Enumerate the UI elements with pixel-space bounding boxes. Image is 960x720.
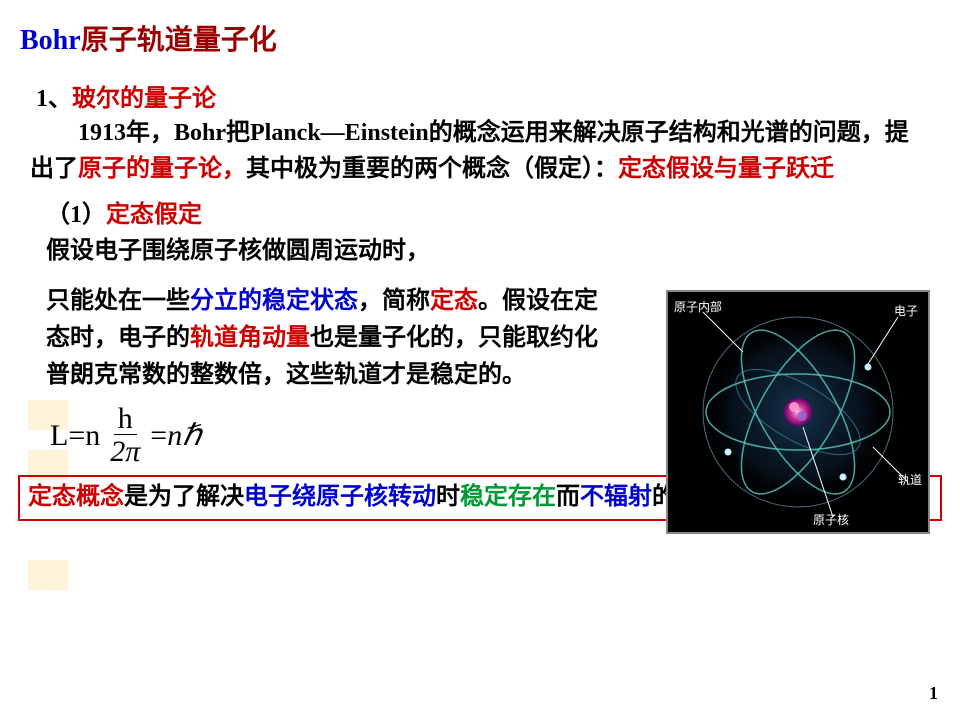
box-d: 时 bbox=[436, 484, 460, 510]
page-title: Bohr原子轨道量子化 bbox=[0, 0, 960, 58]
box-b: 是为了解决 bbox=[124, 484, 244, 510]
paragraph-3: 只能处在一些分立的稳定状态，简称定态。假设在定态时，电子的轨道角动量也是量子化的… bbox=[0, 269, 606, 395]
atom-diagram: 原子内部 电子 原子核 轨道 bbox=[666, 290, 930, 534]
box-f: 而 bbox=[556, 484, 580, 510]
box-a: 定态概念 bbox=[28, 484, 124, 510]
section-heading: 1、玻尔的量子论 bbox=[0, 58, 960, 113]
section-text: 玻尔的量子论 bbox=[72, 86, 216, 112]
formula-nhbar: nℏ bbox=[167, 418, 201, 453]
sub1-title: 定态假定 bbox=[106, 202, 202, 228]
p3-d: 定态 bbox=[430, 288, 478, 314]
title-blue: Bohr bbox=[20, 25, 81, 56]
formula-eq2: = bbox=[150, 419, 167, 453]
sub1-text: 假设电子围绕原子核做圆周运动时， bbox=[0, 233, 960, 269]
formula-eq1: = bbox=[68, 419, 85, 453]
section-num: 1 bbox=[36, 86, 48, 112]
page-number: 1 bbox=[929, 683, 938, 704]
atom-label-inside: 原子内部 bbox=[674, 298, 722, 315]
paragraph-1: 1913年，Bohr把Planck—Einstein的概念运用来解决原子结构和光… bbox=[0, 113, 960, 187]
p3-c: ，简称 bbox=[358, 288, 430, 314]
title-red: 原子轨道量子化 bbox=[81, 25, 277, 56]
p1-red2: 定态假设与量子跃迁 bbox=[618, 156, 834, 182]
p3-f: 轨道角动量 bbox=[190, 325, 310, 351]
formula-L: L bbox=[50, 419, 68, 453]
box-c: 电子绕原子核转动 bbox=[244, 484, 436, 510]
atom-label-electron: 电子 bbox=[894, 302, 918, 319]
p1-red1: 原子的量子论， bbox=[78, 156, 246, 182]
atom-label-nucleus: 原子核 bbox=[813, 511, 849, 528]
box-e: 稳定存在 bbox=[460, 484, 556, 510]
formula-fraction: h 2π bbox=[106, 404, 144, 467]
subsection-1: （1）定态假定 bbox=[0, 187, 960, 233]
box-g: 不辐射 bbox=[580, 484, 652, 510]
formula-h: h bbox=[114, 404, 137, 435]
p3-b: 分立的稳定状态 bbox=[190, 288, 358, 314]
formula-n: n bbox=[85, 419, 100, 453]
formula-2pi: 2π bbox=[106, 435, 144, 467]
atom-label-orbit: 轨道 bbox=[898, 471, 922, 488]
p1-cont: 其中极为重要的两个概念（假定）： bbox=[246, 156, 618, 182]
p3-a: 只能处在一些 bbox=[46, 288, 190, 314]
section-sep: 、 bbox=[48, 86, 72, 112]
sub1-num: （1） bbox=[46, 202, 106, 228]
